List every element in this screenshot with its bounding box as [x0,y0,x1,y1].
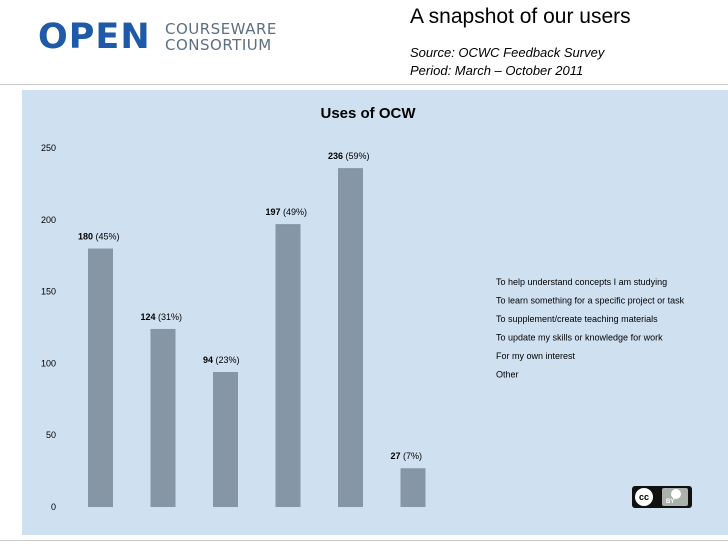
divider-bottom [0,540,728,541]
y-tick-label: 250 [41,143,56,153]
y-tick-label: 0 [51,502,56,512]
slide-title: A snapshot of our users [410,5,631,28]
legend-item-4: To update my skills or knowledge for wor… [496,333,663,343]
data-label-5: 236 (59%) [328,151,370,161]
data-label-2: 124 (31%) [141,312,183,322]
bar-6 [400,468,426,507]
y-tick-label: 200 [41,215,56,225]
cc-icon: cc [635,488,653,506]
logo-open-text: OPEN [38,17,151,57]
legend-item-5: For my own interest [496,351,576,361]
logo-courseware-text: COURSEWARE [165,20,277,38]
y-tick-label: 100 [41,358,56,368]
attribution-person-icon [671,489,681,499]
legend-item-2: To learn something for a specific projec… [496,296,685,306]
by-label: BY [666,499,675,505]
y-tick-label: 150 [41,287,56,297]
bar-4 [275,224,301,507]
logo-consortium-text: CONSORTIUM [165,36,272,54]
chart-title: Uses of OCW [320,105,416,122]
data-label-3: 94 (23%) [203,355,240,365]
bar-1 [88,248,113,507]
cc-by-license-badge: cc BY [632,486,692,508]
legend-item-6: Other [496,370,519,380]
bar-2 [150,328,176,507]
y-tick-label: 50 [46,430,56,440]
data-label-6: 27 (7%) [391,451,423,461]
source-line: Source: OCWC Feedback Survey [410,45,605,60]
chart-background [22,90,728,535]
divider-top [0,84,728,85]
legend-item-1: To help understand concepts I am studyin… [496,277,667,287]
legend-item-3: To supplement/create teaching materials [496,314,658,324]
period-line: Period: March – October 2011 [410,63,584,78]
bar-3 [213,372,238,507]
data-label-1: 180 (45%) [78,232,120,242]
data-label-4: 197 (49%) [266,207,308,217]
bar-5 [338,168,363,507]
